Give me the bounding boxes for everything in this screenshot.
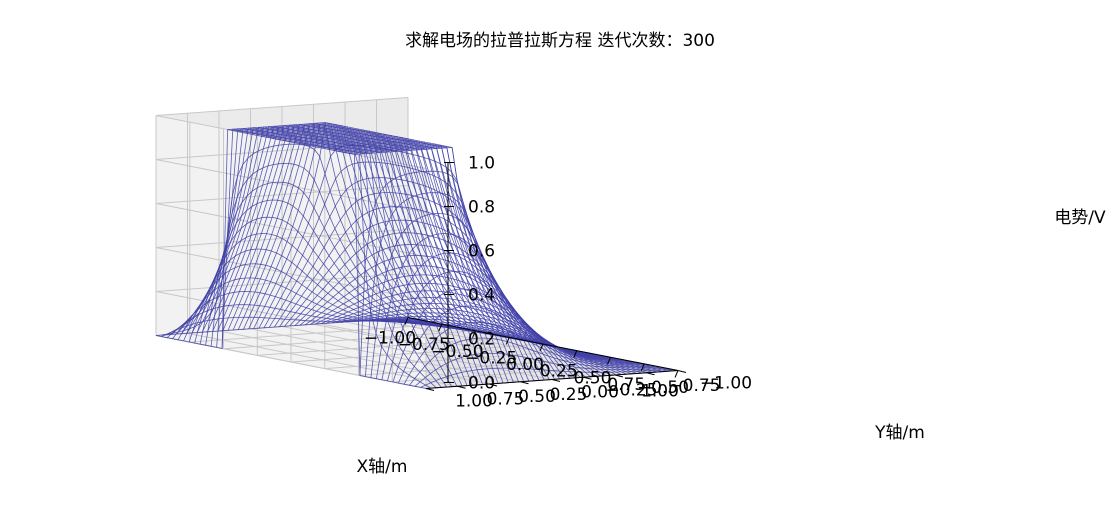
y-tick (646, 372, 655, 376)
x-tick (472, 330, 476, 338)
y-tick (457, 385, 466, 389)
wire-line-y (201, 125, 473, 386)
x-tick-label: 0.75 (607, 375, 645, 395)
wire-line-y (191, 126, 463, 387)
chart-title: 求解电场的拉普拉斯方程 迭代次数：300 (405, 31, 715, 51)
wire-line-y (171, 128, 442, 388)
y-tick-label: 1.00 (455, 392, 493, 412)
y-tick (551, 379, 561, 382)
wire-line-y (232, 123, 504, 384)
x-tick (640, 363, 645, 372)
y-tick (520, 381, 529, 385)
x-tick (404, 317, 409, 325)
tick-labels: −1.00−1.00−0.75−0.75−0.50−0.50−0.25−0.25… (364, 154, 752, 412)
wire-line-x (392, 288, 645, 383)
x-tick (674, 370, 679, 378)
y-axis-label: Y轴/m (874, 423, 925, 443)
wire-line-y (268, 177, 540, 381)
wire-line-x (398, 305, 651, 384)
x-tick-label: −1.00 (364, 329, 416, 349)
wire-line-y (217, 124, 489, 385)
x-tick-label: 0.00 (506, 355, 544, 375)
y-tick (614, 374, 624, 378)
x-tick (539, 343, 544, 352)
wire-line-x (376, 233, 629, 379)
grid-line-z (155, 185, 427, 257)
wire-line-x (414, 352, 668, 387)
wire-line-x (387, 270, 640, 382)
y-tick (677, 370, 687, 373)
z-axis-label: 电势/V (1054, 208, 1106, 228)
x-tick-label: −0.25 (465, 348, 517, 368)
wire-line-x (205, 199, 458, 346)
wire-line-x (221, 143, 475, 349)
y-tick-label: 0.00 (581, 383, 619, 403)
x-tick-label: 0.50 (574, 368, 612, 388)
wire-line-y (243, 122, 514, 383)
y-tick-label: 0.25 (550, 385, 588, 405)
wire-line-x (403, 321, 657, 385)
z-tick-label: 0.0 (468, 374, 495, 394)
x-tick-label: −0.75 (398, 335, 450, 355)
z-tick-label: 0.2 (468, 330, 495, 350)
wire-line-y (227, 123, 499, 384)
wire-line-x (210, 181, 464, 347)
wire-line-y (155, 129, 427, 389)
y-tick (583, 376, 592, 380)
y-tick (488, 383, 498, 387)
wire-line-y (181, 127, 453, 387)
y-tick-label: −0.75 (668, 376, 720, 396)
y-tick-label: 0.50 (518, 387, 556, 407)
z-tick-label: 0.4 (468, 286, 495, 306)
x-tick-label: 1.00 (641, 382, 679, 402)
wire-line-y (186, 126, 458, 387)
wire-line-y (196, 126, 468, 386)
wire-line-y (207, 125, 478, 385)
wire-line-x (370, 212, 623, 378)
x-tick (505, 337, 510, 345)
y-tick (425, 388, 435, 391)
wire-line-x (381, 252, 634, 380)
x-tick (438, 323, 443, 332)
z-tick-label: 0.8 (468, 198, 495, 218)
z-tick-label: 1.0 (468, 154, 495, 174)
y-tick-label: −1.00 (700, 374, 752, 394)
z-tick-label: 0.6 (468, 242, 495, 262)
x-tick-label: −0.50 (431, 342, 483, 362)
x-axis-label: X轴/m (357, 457, 408, 477)
wire-line-y (161, 128, 432, 389)
x-tick (607, 357, 611, 365)
wire-line-y (212, 125, 483, 385)
wire-line-x (409, 337, 662, 386)
y-tick-label: 0.75 (487, 389, 525, 409)
wire-line-y (237, 123, 509, 383)
grid-line-z (155, 229, 427, 301)
wire-line-y (248, 122, 519, 383)
wire-line-x (420, 367, 673, 388)
y-tick-label: −0.25 (605, 380, 657, 400)
grid-line-z (155, 273, 427, 345)
y-tick-label: −0.50 (637, 378, 689, 398)
x-tick-label: 0.25 (540, 362, 578, 382)
wire-line-x (216, 162, 469, 348)
x-tick (573, 350, 578, 358)
wire-line-y (166, 128, 437, 389)
